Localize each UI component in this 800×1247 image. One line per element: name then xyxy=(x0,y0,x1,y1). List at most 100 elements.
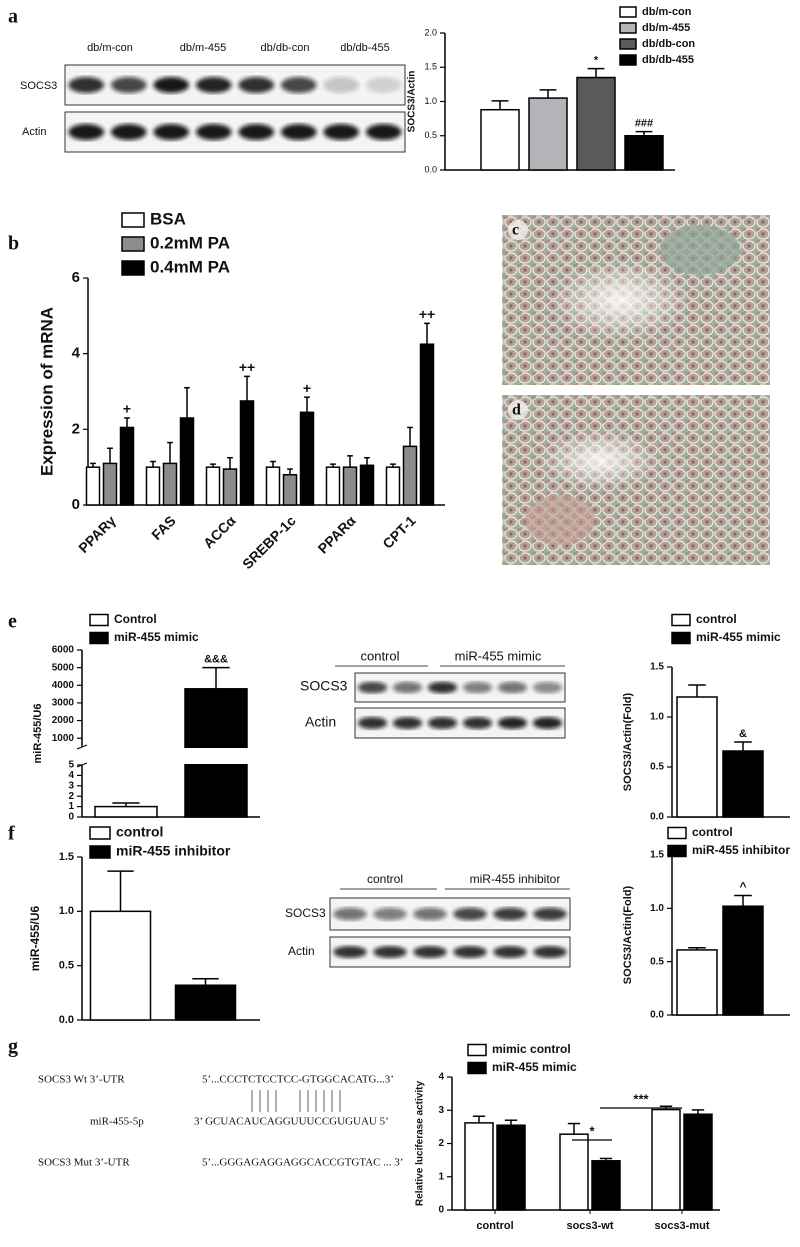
panel-label: g xyxy=(8,1036,18,1058)
panel-label: e xyxy=(8,611,17,633)
annotation: + xyxy=(303,380,311,396)
y-axis-label: SOCS3/Actin(Fold) xyxy=(622,885,634,984)
y-axis-label: Expression of mRNA xyxy=(37,307,56,476)
x-tick-label: PPARγ xyxy=(75,512,119,556)
micrograph-glare xyxy=(540,430,660,490)
panel-label: a xyxy=(8,6,18,28)
legend-label: BSA xyxy=(150,209,186,228)
blot-band xyxy=(373,946,407,958)
blot-band xyxy=(365,124,402,140)
lane-label: db/db-con xyxy=(261,42,310,54)
legend-swatch xyxy=(89,631,109,645)
panel-label: f xyxy=(8,823,15,845)
y-tick-label: 2 xyxy=(72,420,80,437)
row-label: SOCS3 xyxy=(300,678,348,694)
y-tick-label: 2 xyxy=(438,1138,444,1149)
y-tick-label: 1.0 xyxy=(59,905,74,917)
legend-swatch xyxy=(121,236,145,252)
y-tick-label: 6 xyxy=(72,269,80,286)
blot-band xyxy=(493,907,527,921)
y-tick-label: 1000 xyxy=(52,733,75,744)
annotation: + xyxy=(123,401,131,417)
y-tick-label: 4 xyxy=(438,1072,444,1083)
legend-swatch xyxy=(467,1043,487,1057)
y-tick-label: 1.5 xyxy=(650,850,664,861)
legend-swatch xyxy=(619,22,637,34)
row-label: Actin xyxy=(305,714,336,730)
legend-label: miR-455 inhibitor xyxy=(116,843,231,859)
y-tick-label: 2.0 xyxy=(424,27,437,37)
lane-label: db/db-455 xyxy=(340,42,390,54)
blot-band xyxy=(497,681,528,694)
blot-band xyxy=(323,77,360,93)
group-label: miR-455 mimic xyxy=(455,648,542,663)
y-tick-label: 1.0 xyxy=(650,712,664,723)
annotation: & xyxy=(739,728,747,740)
legend-swatch xyxy=(671,613,691,627)
blot-band xyxy=(427,717,458,729)
y-tick-label: 0 xyxy=(68,812,74,823)
blot-band xyxy=(280,77,317,93)
blot-band xyxy=(110,77,147,93)
bracket-label: * xyxy=(589,1123,595,1138)
bar xyxy=(325,466,341,506)
y-tick-label: 6000 xyxy=(52,645,75,656)
legend-swatch xyxy=(121,212,145,228)
bar xyxy=(162,462,178,506)
blot-band xyxy=(532,681,563,694)
annotation: ++ xyxy=(239,359,255,375)
sequence-name: SOCS3 Wt 3’-UTR xyxy=(38,1074,125,1086)
micrograph-glare xyxy=(550,260,690,340)
blot-band xyxy=(365,77,402,93)
lane-label: db/m-455 xyxy=(180,42,226,54)
legend-label: db/db-455 xyxy=(642,54,694,66)
bar xyxy=(222,468,238,506)
blot-band xyxy=(532,717,563,729)
blot-band xyxy=(68,124,105,140)
blot-band xyxy=(497,717,528,729)
legend-label: db/m-con xyxy=(642,6,692,18)
y-tick-label: 4000 xyxy=(52,680,75,691)
legend-label: db/db-con xyxy=(642,38,695,50)
blot-band xyxy=(153,124,190,140)
legend-label: miR-455 inhibitor xyxy=(692,843,790,857)
blot-band xyxy=(110,124,147,140)
y-tick-label: 0 xyxy=(72,496,80,513)
blot-frame xyxy=(329,897,571,931)
sequence: 5’...GGGAGAGGAGGCACCGTGTAC ... 3’ xyxy=(202,1157,403,1169)
legend-swatch xyxy=(671,631,691,645)
bar xyxy=(722,905,764,1016)
annotation: ### xyxy=(635,118,653,130)
legend-swatch xyxy=(89,845,111,859)
blot-frame xyxy=(354,707,566,739)
y-tick-label: 4 xyxy=(72,345,81,362)
bar xyxy=(174,984,237,1021)
x-tick-label: FAS xyxy=(148,512,179,543)
blot-band xyxy=(413,946,447,958)
blot-band xyxy=(323,124,360,140)
y-tick-label: 1.0 xyxy=(424,96,437,106)
bar xyxy=(265,466,281,506)
y-axis-label: miR-455/U6 xyxy=(32,704,44,764)
y-tick-label: 0.0 xyxy=(650,812,664,823)
bar xyxy=(102,462,118,506)
blot-band xyxy=(153,77,190,93)
group-label: control xyxy=(360,648,399,663)
lane-label: db/m-con xyxy=(87,42,133,54)
bar xyxy=(239,400,255,506)
annotation: &&& xyxy=(204,654,228,666)
legend-swatch xyxy=(89,826,111,840)
bar xyxy=(480,108,520,171)
y-tick-label: 2 xyxy=(68,791,74,802)
legend-swatch xyxy=(619,38,637,50)
legend-label: miR-455 mimic xyxy=(492,1060,577,1074)
y-axis-label: miR-455/U6 xyxy=(28,906,42,972)
bar xyxy=(179,417,195,506)
bar xyxy=(94,805,158,818)
legend-swatch xyxy=(89,613,109,627)
sequence-name: SOCS3 Mut 3’-UTR xyxy=(38,1157,130,1169)
group-label: control xyxy=(367,872,403,886)
legend-swatch xyxy=(667,826,687,840)
y-tick-label: 1.5 xyxy=(424,62,437,72)
x-tick-label: SREBP-1c xyxy=(239,512,299,572)
